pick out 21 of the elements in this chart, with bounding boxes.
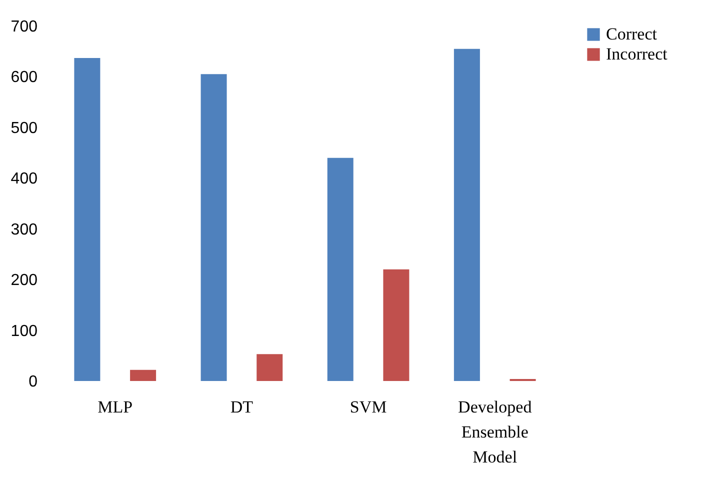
y-tick-label: 100 [10, 322, 38, 340]
bar [256, 354, 283, 381]
bar [74, 58, 100, 381]
legend-label: Incorrect [606, 44, 668, 64]
y-tick-label: 400 [10, 170, 38, 188]
bar [383, 269, 410, 381]
bar [454, 48, 480, 381]
y-tick-label: 200 [10, 272, 38, 290]
y-tick-label: 600 [10, 69, 38, 86]
y-tick-label: 700 [10, 18, 38, 36]
y-tick-label: 500 [10, 120, 38, 137]
bar [130, 370, 156, 381]
y-tick-label: 0 [28, 374, 38, 390]
bar [200, 74, 227, 381]
bar [327, 158, 354, 381]
legend-label: Correct [606, 24, 658, 44]
x-tick-label: Developed Ensemble Model [458, 398, 532, 466]
x-tick-label: DT [230, 398, 254, 416]
x-tick-label: SVM [350, 398, 387, 416]
y-tick-label: 300 [10, 221, 38, 238]
x-tick-label: MLP [98, 398, 133, 416]
